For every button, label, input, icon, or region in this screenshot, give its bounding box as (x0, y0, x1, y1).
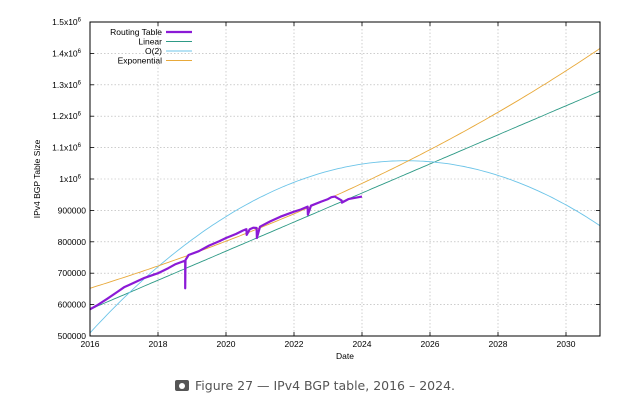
x-tick-label: 2026 (421, 339, 440, 349)
chart: 500000 600000 700000 800000 900000 1x106 1.1x1… (32, 17, 601, 361)
fit-lines (89, 48, 601, 334)
caption-text: Figure 27 — IPv4 BGP table, 2016 – 2024. (195, 378, 455, 393)
y-axis-label: IPv4 BGP Table Size (32, 139, 42, 218)
y-tick-label: 500000 (58, 331, 87, 341)
x-tick-label: 2020 (217, 339, 236, 349)
x-tick-label: 2016 (81, 339, 100, 349)
y-tick-label: 1.4x106 (52, 48, 82, 58)
legend-label: Routing Table (110, 27, 162, 37)
plot-frame (89, 21, 601, 337)
x-axis-ticks: 2016 2018 2020 2022 2024 2026 2028 2030 (81, 22, 576, 349)
figure-caption: Figure 27 — IPv4 BGP table, 2016 – 2024. (0, 378, 630, 393)
x-tick-label: 2018 (149, 339, 168, 349)
x-tick-label: 2022 (285, 339, 304, 349)
camera-icon (175, 380, 189, 391)
x-axis-label: Date (336, 351, 354, 361)
x-tick-label: 2024 (353, 339, 372, 349)
y-tick-label: 1.5x106 (52, 17, 82, 27)
y-axis-ticks: 500000 600000 700000 800000 900000 1x106 1.1x1… (52, 17, 600, 341)
y-tick-label: 1.1x106 (52, 143, 82, 153)
grid (89, 21, 600, 337)
y-tick-label: 600000 (58, 300, 87, 310)
y-tick-label: 1.2x106 (52, 111, 82, 121)
series-line-routing-table (89, 195, 363, 311)
x-tick-label: 2028 (489, 339, 508, 349)
y-tick-label: 900000 (58, 205, 87, 215)
data-lines (89, 195, 363, 311)
legend-label: O(2) (145, 46, 162, 56)
legend-label: Linear (138, 37, 162, 47)
y-tick-label: 700000 (58, 268, 87, 278)
series-line-exponential (89, 48, 601, 289)
x-tick-label: 2030 (557, 339, 576, 349)
y-tick-label: 1.3x106 (52, 80, 82, 90)
y-tick-label: 1x106 (59, 174, 81, 184)
legend-label: Exponential (118, 56, 163, 66)
y-tick-label: 800000 (58, 237, 87, 247)
series-line-o-2- (89, 160, 601, 334)
